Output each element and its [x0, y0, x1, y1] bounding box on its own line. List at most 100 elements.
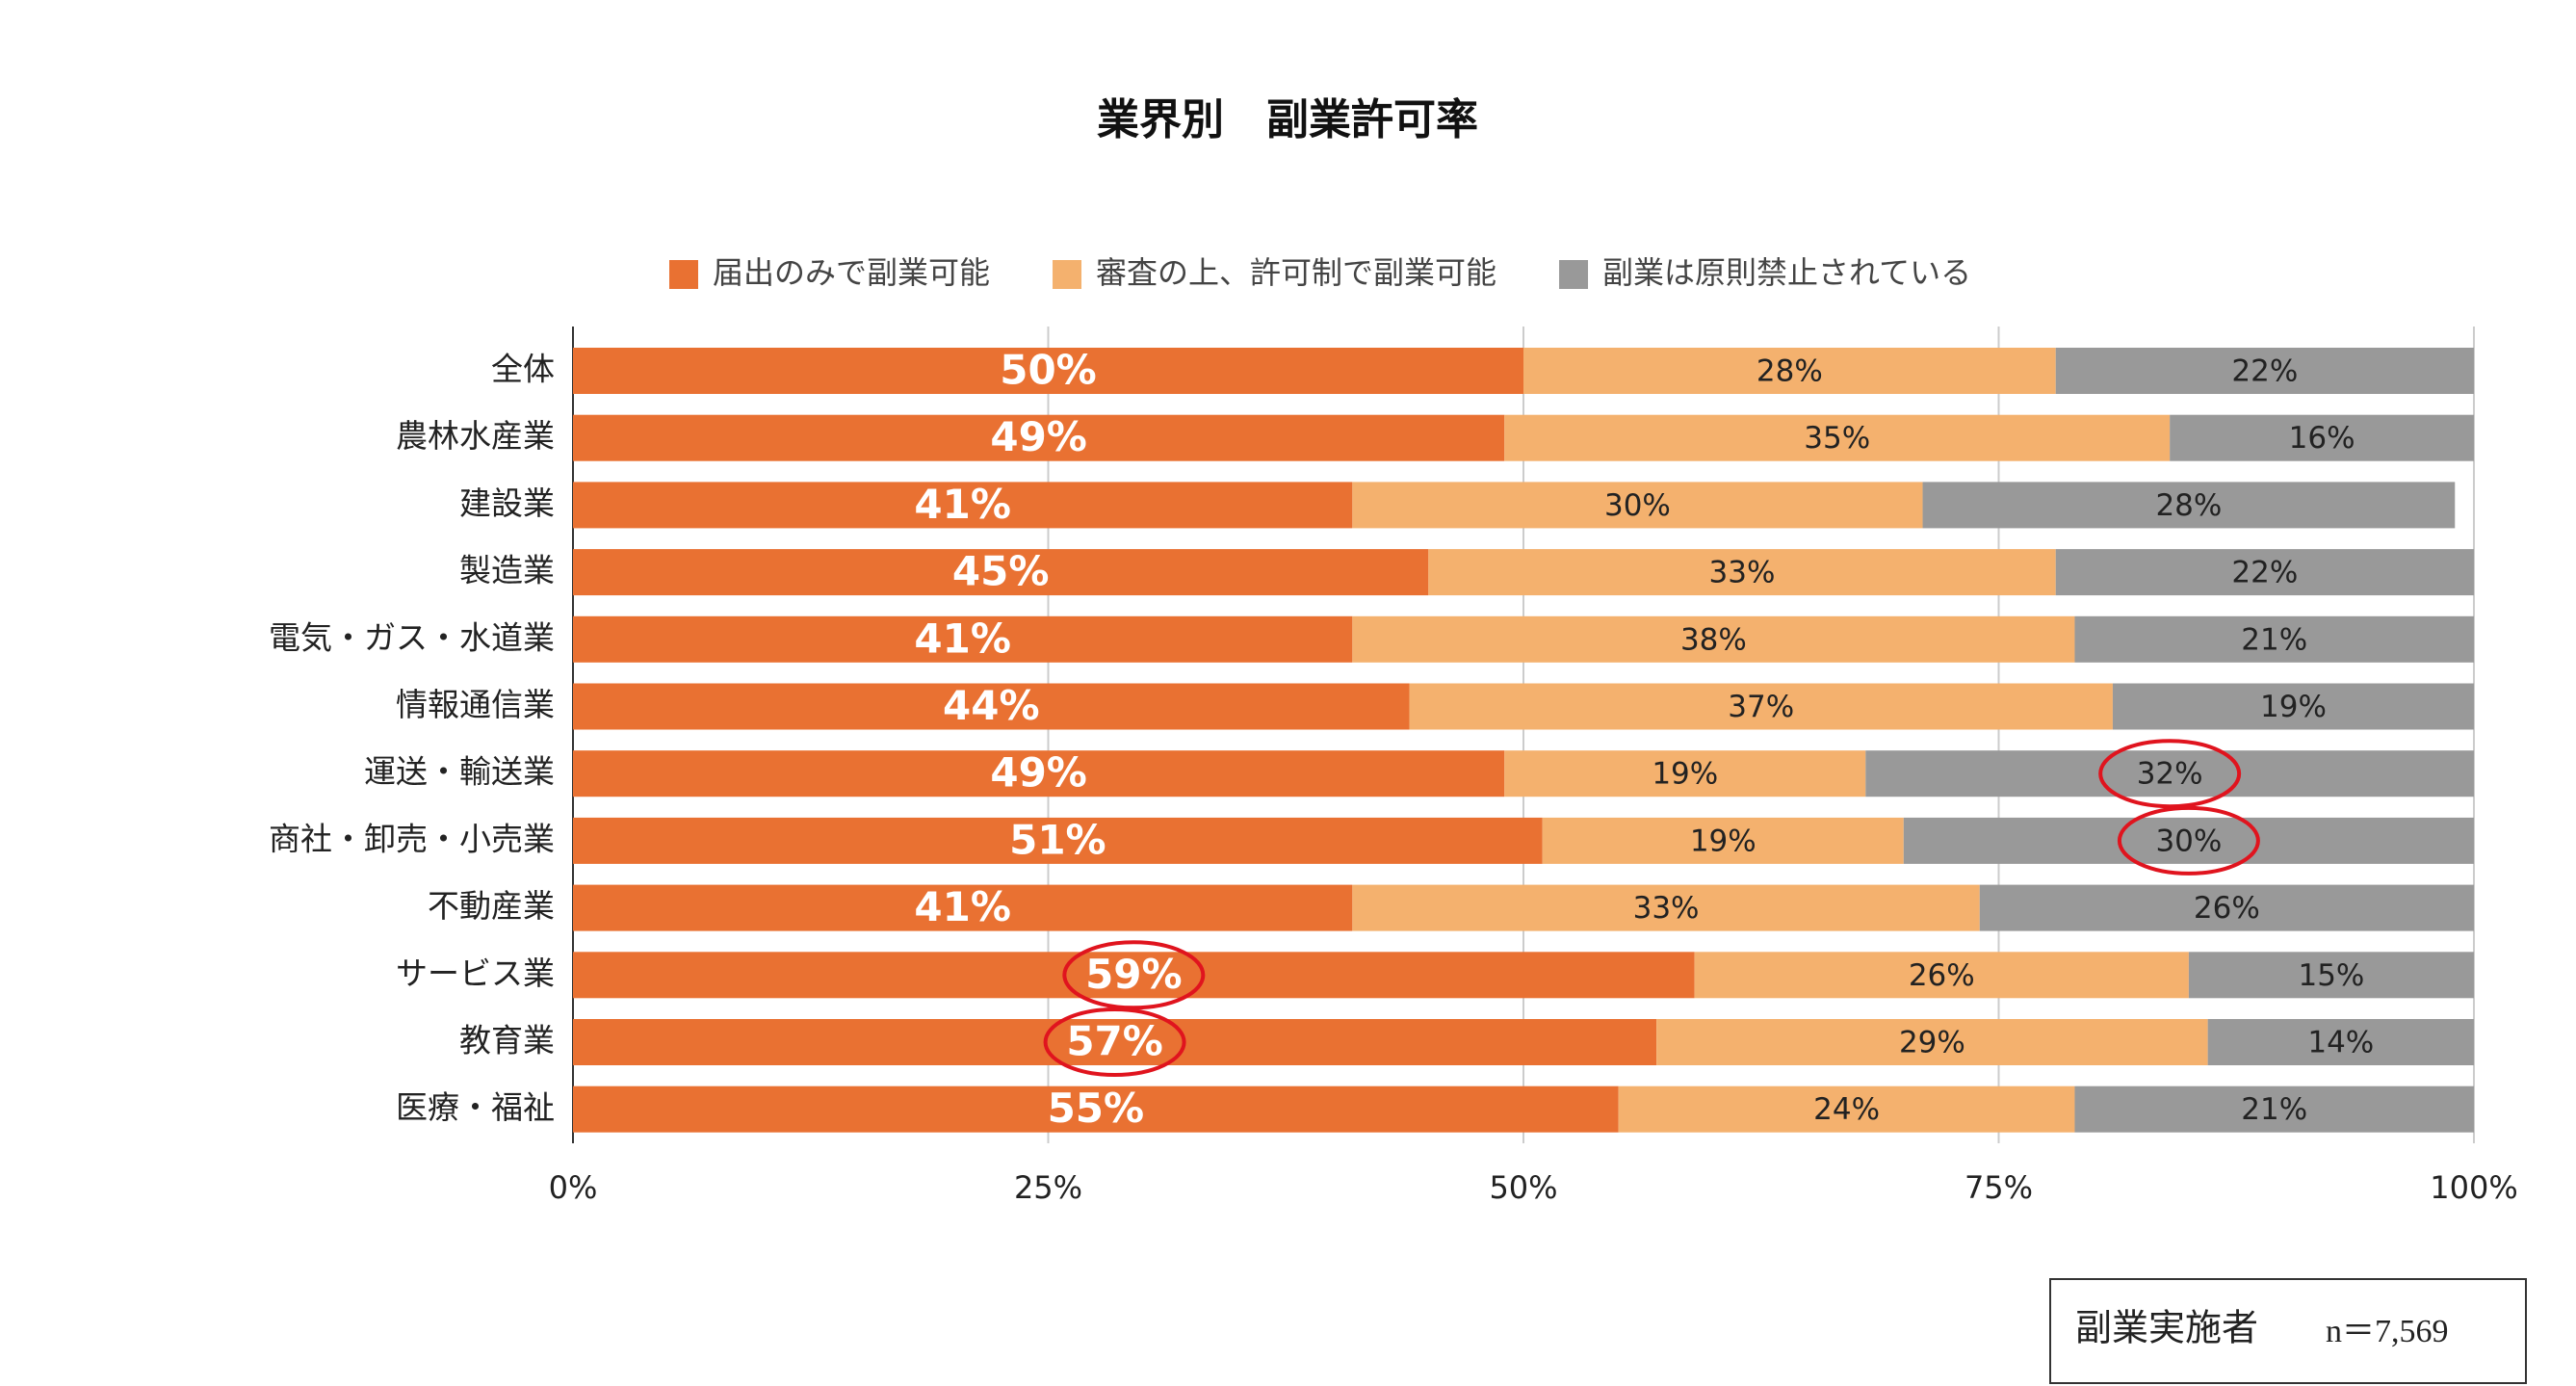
bar-segment	[2074, 1085, 2474, 1133]
data-label: 30%	[1604, 488, 1671, 523]
data-label: 35%	[1804, 421, 1870, 456]
bar-segment	[573, 884, 1353, 931]
data-label: 19%	[1652, 757, 1718, 792]
data-label: 55%	[1048, 1085, 1145, 1132]
data-label: 19%	[1690, 824, 1756, 858]
bar-segment	[1903, 817, 2474, 864]
bar-segment	[1523, 348, 2056, 394]
data-label: 30%	[2155, 824, 2222, 858]
bar-segment	[573, 683, 1410, 730]
bar-segment	[573, 1085, 1619, 1133]
data-label: 41%	[914, 883, 1011, 930]
bar-segment	[2055, 348, 2474, 394]
bar-segment	[573, 952, 1695, 999]
y-tick-label: 教育業	[459, 1022, 555, 1059]
y-tick-label: 農林水産業	[396, 417, 555, 455]
bar-segment	[573, 817, 1543, 864]
data-label: 57%	[1066, 1018, 1163, 1065]
y-tick-label: 運送・輸送業	[364, 753, 555, 791]
bar-segment	[1656, 1019, 2208, 1065]
data-label: 49%	[990, 749, 1087, 797]
note-group: 副業実施者	[2075, 1309, 2258, 1349]
x-tick-label: 25%	[1014, 1169, 1082, 1206]
data-label: 51%	[1009, 816, 1106, 863]
legend-label: 届出のみで副業可能	[713, 254, 990, 291]
data-label: 38%	[1680, 622, 1747, 657]
note-sample: n＝7,569	[2326, 1314, 2449, 1349]
data-label: 26%	[2194, 891, 2260, 926]
y-tick-label: サービス業	[396, 955, 555, 992]
data-label: 49%	[990, 413, 1087, 460]
highlight-ellipse	[1043, 1007, 1186, 1077]
data-label: 32%	[2137, 757, 2203, 792]
bar-segment	[1428, 549, 2056, 596]
data-label: 29%	[1899, 1026, 1965, 1060]
y-tick-label: 不動産業	[428, 887, 555, 925]
data-label: 59%	[1085, 951, 1183, 998]
bar-segment	[1504, 750, 1866, 798]
x-tick-label: 50%	[1489, 1169, 1557, 1206]
data-label: 15%	[2298, 958, 2364, 993]
data-label: 21%	[2241, 1092, 2307, 1127]
data-label: 50%	[1000, 347, 1097, 394]
data-label: 21%	[2241, 622, 2307, 657]
legend-label: 審査の上、許可制で副業可能	[1096, 254, 1496, 291]
y-tick-label: 電気・ガス・水道業	[269, 618, 555, 656]
data-label: 28%	[1756, 354, 1823, 389]
bar-segment	[573, 549, 1429, 596]
data-label: 37%	[1728, 690, 1794, 724]
chart-title: 業界別 副業許可率	[1097, 96, 1478, 144]
y-tick-label: 建設業	[459, 484, 555, 522]
bar-segment	[1504, 414, 2171, 461]
legend-swatch	[1559, 260, 1589, 289]
bar-segment	[573, 750, 1505, 798]
bar-segment	[573, 414, 1505, 461]
bar-segment	[2188, 952, 2474, 999]
x-tick-label: 75%	[1965, 1169, 2033, 1206]
bar-segment	[1865, 750, 2474, 798]
data-label: 45%	[952, 548, 1050, 595]
bar-segment	[1618, 1085, 2075, 1133]
y-tick-label: 製造業	[459, 552, 555, 589]
y-tick-label: 医療・福祉	[396, 1088, 555, 1126]
bar-segment	[2207, 1019, 2474, 1065]
bar-segment	[1922, 482, 2456, 529]
bar-segment	[2170, 414, 2474, 461]
data-label: 16%	[2289, 421, 2355, 456]
data-label: 24%	[1813, 1092, 1880, 1127]
highlight-ellipse	[2098, 739, 2242, 809]
bar-segment	[573, 615, 1353, 663]
data-label: 41%	[914, 615, 1011, 662]
highlight-ellipse	[2117, 805, 2260, 876]
y-tick-label: 情報通信業	[396, 686, 555, 723]
y-tick-label: 商社・卸売・小売業	[269, 820, 555, 857]
note-box	[2049, 1278, 2527, 1384]
bar-segment	[1542, 817, 1904, 864]
bar-segment	[1352, 615, 2075, 663]
bar-segment	[2112, 683, 2474, 730]
x-tick-label: 100%	[2430, 1169, 2517, 1206]
data-label: 22%	[2231, 556, 2298, 590]
bar-segment	[2074, 615, 2474, 663]
bar-segment	[1409, 683, 2113, 730]
data-label: 19%	[2260, 690, 2327, 724]
y-tick-label: 全体	[491, 351, 555, 388]
bar-segment	[1352, 884, 1980, 931]
bar-segment	[1352, 482, 1923, 529]
bar-segment	[1979, 884, 2474, 931]
highlight-ellipse	[1062, 940, 1206, 1010]
data-label: 33%	[1709, 556, 1776, 590]
data-label: 28%	[2155, 488, 2222, 523]
legend-label: 副業は原則禁止されている	[1602, 254, 1971, 291]
data-label: 22%	[2231, 354, 2298, 389]
bar-segment	[573, 1019, 1657, 1065]
bar-segment	[573, 348, 1523, 394]
data-label: 44%	[943, 682, 1040, 729]
bar-segment	[573, 482, 1353, 529]
data-label: 41%	[914, 481, 1011, 528]
data-label: 14%	[2307, 1026, 2374, 1060]
bar-segment	[2055, 549, 2474, 596]
data-label: 26%	[1909, 958, 1975, 993]
x-tick-label: 0%	[549, 1169, 598, 1206]
